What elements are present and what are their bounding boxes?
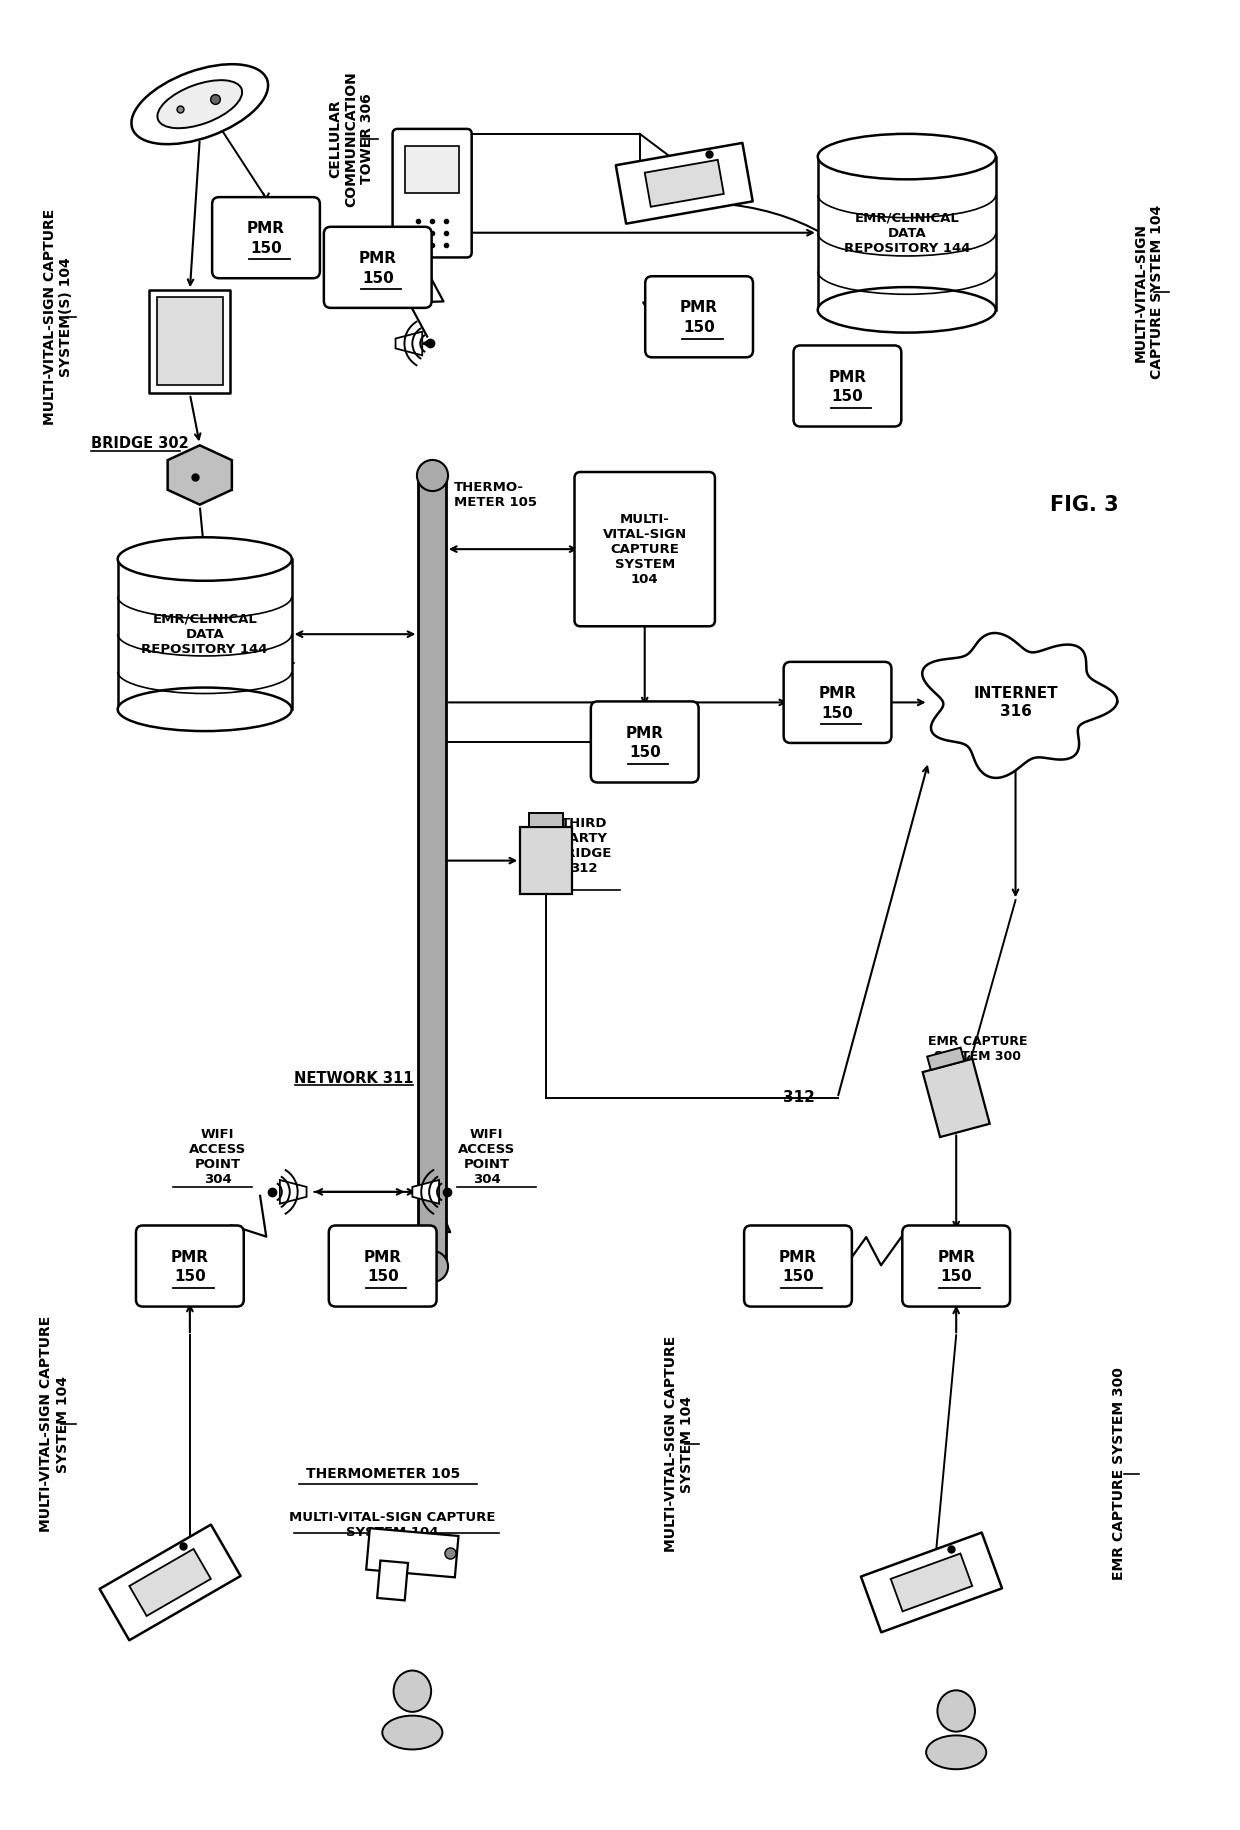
Polygon shape <box>890 1554 972 1612</box>
Polygon shape <box>396 331 423 355</box>
Polygon shape <box>167 445 232 505</box>
Text: 150: 150 <box>683 320 715 335</box>
Text: MULTI-VITAL-SIGN CAPTURE
SYSTEM 104: MULTI-VITAL-SIGN CAPTURE SYSTEM 104 <box>40 1316 69 1532</box>
Polygon shape <box>645 159 724 207</box>
Text: 150: 150 <box>250 242 281 256</box>
FancyBboxPatch shape <box>393 128 471 258</box>
Text: THERMO-
METER 105: THERMO- METER 105 <box>454 481 537 509</box>
Text: INTERNET
316: INTERNET 316 <box>973 686 1058 719</box>
Polygon shape <box>157 298 222 386</box>
Text: PMR: PMR <box>626 725 663 741</box>
Ellipse shape <box>393 1671 432 1711</box>
Text: 150: 150 <box>940 1270 972 1285</box>
Text: 150: 150 <box>362 271 393 285</box>
Text: MULTI-VITAL-SIGN
CAPTURE SYSTEM 104: MULTI-VITAL-SIGN CAPTURE SYSTEM 104 <box>1133 205 1164 379</box>
Text: PMR: PMR <box>828 370 867 384</box>
Text: MULTI-VITAL-SIGN CAPTURE
SYSTEM 104: MULTI-VITAL-SIGN CAPTURE SYSTEM 104 <box>289 1512 496 1539</box>
Polygon shape <box>861 1532 1002 1632</box>
Polygon shape <box>528 813 563 827</box>
FancyBboxPatch shape <box>324 227 432 307</box>
Polygon shape <box>280 1180 306 1204</box>
Ellipse shape <box>937 1691 975 1731</box>
Bar <box>817 157 996 309</box>
Text: FIG. 3: FIG. 3 <box>1050 494 1118 514</box>
Bar <box>418 476 446 1266</box>
FancyBboxPatch shape <box>136 1226 244 1307</box>
Text: PMR: PMR <box>818 686 857 701</box>
Text: PMR: PMR <box>779 1250 817 1265</box>
Polygon shape <box>149 289 231 393</box>
Polygon shape <box>366 1528 459 1577</box>
FancyBboxPatch shape <box>794 346 901 426</box>
Text: THERMOMETER 105: THERMOMETER 105 <box>305 1466 460 1480</box>
Text: CELLULAR
COMMUNICATION
TOWER 306: CELLULAR COMMUNICATION TOWER 306 <box>327 71 374 207</box>
Text: 150: 150 <box>629 745 661 759</box>
Polygon shape <box>377 1561 408 1601</box>
FancyBboxPatch shape <box>645 276 753 357</box>
Polygon shape <box>923 633 1117 778</box>
Text: PMR: PMR <box>358 251 397 265</box>
Polygon shape <box>928 1047 965 1071</box>
Text: EMR CAPTURE SYSTEM 300: EMR CAPTURE SYSTEM 300 <box>1112 1367 1126 1579</box>
Text: PMR: PMR <box>937 1250 975 1265</box>
Ellipse shape <box>926 1735 986 1770</box>
Text: EMR/CLINICAL
DATA
REPOSITORY 144: EMR/CLINICAL DATA REPOSITORY 144 <box>843 212 970 254</box>
Text: PMR: PMR <box>171 1250 208 1265</box>
Ellipse shape <box>382 1717 443 1749</box>
Text: 150: 150 <box>174 1270 206 1285</box>
Ellipse shape <box>817 287 996 333</box>
Bar <box>405 146 459 194</box>
FancyBboxPatch shape <box>590 701 698 783</box>
Text: WIFI
ACCESS
POINT
304: WIFI ACCESS POINT 304 <box>188 1127 247 1186</box>
Polygon shape <box>99 1524 241 1640</box>
FancyBboxPatch shape <box>784 662 892 743</box>
Polygon shape <box>129 1548 211 1616</box>
FancyBboxPatch shape <box>329 1226 436 1307</box>
Text: BRIDGE 302: BRIDGE 302 <box>91 436 188 450</box>
FancyBboxPatch shape <box>574 472 715 626</box>
FancyBboxPatch shape <box>212 198 320 278</box>
Text: PMR: PMR <box>247 221 285 236</box>
Polygon shape <box>616 143 753 223</box>
Ellipse shape <box>157 81 242 128</box>
Text: 312: 312 <box>784 1091 815 1105</box>
Polygon shape <box>413 1180 439 1204</box>
Polygon shape <box>520 827 572 895</box>
Text: 150: 150 <box>832 390 863 404</box>
Text: THIRD
PARTY
BRIDGE
312: THIRD PARTY BRIDGE 312 <box>556 816 613 875</box>
Ellipse shape <box>817 134 996 179</box>
Text: PMR: PMR <box>363 1250 402 1265</box>
Ellipse shape <box>118 688 291 730</box>
FancyBboxPatch shape <box>903 1226 1011 1307</box>
Text: MULTI-
VITAL-SIGN
CAPTURE
SYSTEM
104: MULTI- VITAL-SIGN CAPTURE SYSTEM 104 <box>603 512 687 586</box>
Text: WIFI
ACCESS
POINT
304: WIFI ACCESS POINT 304 <box>458 1127 515 1186</box>
FancyBboxPatch shape <box>744 1226 852 1307</box>
Text: 150: 150 <box>367 1270 398 1285</box>
Text: MULTI-VITAL-SIGN CAPTURE
SYSTEM 104: MULTI-VITAL-SIGN CAPTURE SYSTEM 104 <box>665 1336 694 1552</box>
Text: NETWORK 311: NETWORK 311 <box>294 1071 413 1085</box>
Text: MULTI-VITAL-SIGN CAPTURE
SYSTEM(S) 104: MULTI-VITAL-SIGN CAPTURE SYSTEM(S) 104 <box>43 209 73 425</box>
Text: EMR CAPTURE
SYSTEM 300: EMR CAPTURE SYSTEM 300 <box>929 1036 1028 1063</box>
Text: 150: 150 <box>822 706 853 721</box>
Text: 150: 150 <box>782 1270 813 1285</box>
Text: EMR/CLINICAL
DATA
REPOSITORY 144: EMR/CLINICAL DATA REPOSITORY 144 <box>141 613 268 655</box>
Text: PMR: PMR <box>680 300 718 315</box>
Polygon shape <box>923 1060 990 1136</box>
Bar <box>118 558 291 710</box>
Ellipse shape <box>118 538 291 580</box>
Ellipse shape <box>131 64 268 145</box>
